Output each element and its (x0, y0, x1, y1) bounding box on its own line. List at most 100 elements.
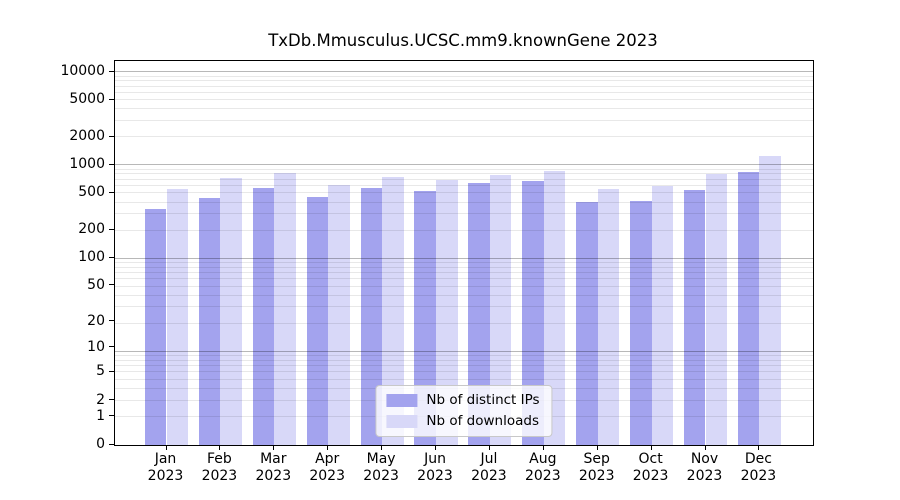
bar-downloads-feb (220, 178, 242, 445)
x-tick-mark (381, 445, 383, 450)
bar-downloads-aug (543, 171, 566, 445)
y-axis-tick-label: 50 (87, 276, 105, 293)
x-tick-year: 2023 (632, 468, 669, 484)
bar-downloads-dec (759, 156, 781, 445)
y-tick-mark (109, 98, 114, 100)
bar-downloads-jan (166, 188, 189, 445)
x-tick-month: Aug (529, 451, 557, 467)
gridline-minor (115, 91, 813, 93)
x-axis-tick-label: Jul 2023 (453, 451, 525, 485)
y-tick-mark (109, 228, 114, 230)
bar-distinct-ips-feb (198, 198, 221, 445)
gridline-minor (115, 136, 813, 138)
x-tick-year: 2023 (147, 468, 184, 484)
bar-downloads-oct (651, 186, 674, 445)
x-tick-year: 2023 (201, 468, 238, 484)
bar-downloads-sep (597, 188, 620, 445)
bar-downloads-nov (705, 174, 728, 445)
y-axis-tick-label: 10000 (60, 63, 105, 80)
gridline-minor (115, 99, 813, 101)
gridline-minor (115, 75, 813, 77)
x-axis-tick-label: Mar 2023 (237, 451, 309, 485)
bar-distinct-ips-jul (468, 183, 490, 445)
x-tick-mark (650, 445, 652, 450)
x-tick-year: 2023 (255, 468, 292, 484)
bar-distinct-ips-may (360, 188, 383, 445)
x-tick-mark (327, 445, 329, 450)
y-axis-tick-label: 10 (87, 338, 105, 355)
y-axis-tick-label: 5000 (69, 91, 105, 108)
x-axis-tick-label: Jan 2023 (130, 451, 202, 485)
bar-distinct-ips-apr (306, 196, 329, 445)
x-tick-year: 2023 (578, 468, 615, 484)
legend-swatch-downloads (386, 414, 418, 428)
gridline-minor (115, 80, 813, 82)
x-tick-year: 2023 (417, 468, 453, 484)
x-tick-mark (165, 445, 167, 450)
x-tick-year: 2023 (363, 468, 399, 484)
bar-downloads-jul (489, 174, 512, 445)
x-tick-mark (435, 445, 436, 450)
x-tick-mark (596, 445, 598, 450)
x-tick-month: May (366, 451, 396, 467)
gridline-minor (115, 119, 813, 121)
x-axis-tick-label: Dec 2023 (722, 451, 794, 485)
bar-downloads-apr (328, 185, 350, 445)
legend-swatch-distinct-ips (386, 393, 418, 407)
x-axis-tick-label: Oct 2023 (615, 451, 687, 485)
bar-distinct-ips-dec (737, 171, 760, 445)
x-tick-mark (219, 445, 221, 450)
x-tick-month: Apr (315, 451, 340, 467)
gridline-major (115, 164, 813, 166)
bar-distinct-ips-mar (252, 188, 275, 445)
bar-distinct-ips-oct (630, 201, 652, 445)
y-tick-mark (109, 443, 114, 445)
y-tick-mark (109, 191, 114, 193)
y-axis-tick-label: 200 (78, 221, 105, 238)
gridline-minor (115, 108, 813, 110)
bar-distinct-ips-aug (522, 180, 544, 445)
y-tick-mark (109, 284, 114, 286)
y-tick-mark (109, 320, 114, 322)
bar-distinct-ips-nov (683, 189, 706, 445)
bar-distinct-ips-jan (144, 208, 167, 445)
x-tick-mark (488, 445, 490, 450)
y-axis-tick-label: 5 (96, 363, 105, 380)
y-axis-tick-label: 2000 (69, 128, 105, 145)
x-tick-mark (704, 445, 706, 450)
bar-distinct-ips-jun (414, 191, 436, 445)
bar-distinct-ips-sep (576, 202, 598, 445)
x-tick-mark (273, 445, 275, 450)
x-tick-mark (542, 445, 544, 450)
y-axis-tick-label: 20 (87, 312, 105, 329)
gridline-minor (115, 168, 813, 170)
y-tick-mark (109, 70, 114, 72)
x-tick-month: Feb (206, 451, 232, 467)
x-axis-tick-label: Jun 2023 (399, 451, 471, 485)
bar-downloads-mar (274, 172, 296, 445)
y-axis-tick-label: 500 (78, 184, 105, 201)
gridline-minor (115, 85, 813, 87)
x-tick-month: Dec (744, 451, 772, 467)
y-axis-tick-label: 2 (96, 391, 105, 408)
y-tick-mark (109, 415, 114, 417)
x-tick-year: 2023 (524, 468, 561, 484)
y-tick-mark (109, 346, 114, 348)
legend-item-downloads: Nb of downloads (386, 413, 539, 429)
y-tick-mark (109, 256, 114, 258)
y-tick-mark (109, 370, 114, 372)
x-tick-year: 2023 (471, 468, 507, 484)
y-axis-tick-label: 1000 (69, 156, 105, 173)
y-axis-tick-label: 0 (96, 436, 105, 452)
x-axis-tick-label: Feb 2023 (183, 451, 255, 485)
y-tick-mark (109, 135, 114, 137)
x-tick-year: 2023 (309, 468, 345, 484)
y-tick-mark (109, 163, 114, 165)
x-tick-month: Jun (424, 451, 446, 467)
chart-title: TxDb.Mmusculus.UCSC.mm9.knownGene 2023 (268, 31, 658, 50)
y-axis-tick-label: 1 (96, 407, 105, 424)
x-tick-month: Oct (638, 451, 663, 467)
bar-downloads-may (382, 176, 404, 445)
y-axis-tick-label: 100 (78, 249, 105, 266)
